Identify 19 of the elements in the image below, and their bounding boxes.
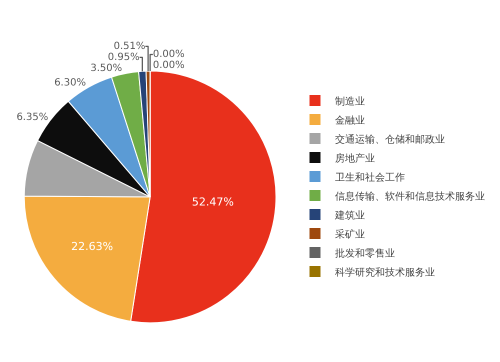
data-label: 0.51% bbox=[114, 40, 146, 52]
data-label: 0.95% bbox=[108, 52, 140, 63]
text: 0.00% bbox=[152, 49, 185, 60]
data-label: 6.35% bbox=[16, 112, 48, 123]
legend-label: 科学研究和技术服务业 bbox=[335, 266, 435, 278]
legend-label: 交通运输、仓储和邮政业 bbox=[335, 133, 445, 146]
legend-label: 制造业 bbox=[335, 95, 365, 108]
data-label: 6.30% bbox=[54, 77, 86, 88]
legend-label: 信息传输、软件和信息技术服务业 bbox=[335, 190, 485, 202]
legend-label: 采矿业 bbox=[335, 228, 365, 240]
legend-label: 金融业 bbox=[335, 114, 365, 126]
data-label: 52.47% bbox=[192, 195, 234, 208]
legend-label: 卫生和社会工作 bbox=[335, 171, 405, 184]
text: 0.00% bbox=[152, 60, 185, 72]
legend-label: 房地产业 bbox=[335, 152, 375, 164]
data-label: 3.50% bbox=[90, 62, 122, 74]
data-label: 22.63% bbox=[71, 240, 114, 253]
legend-label: 批发和零售业 bbox=[335, 247, 395, 260]
legend-label: 建筑业 bbox=[334, 209, 365, 222]
